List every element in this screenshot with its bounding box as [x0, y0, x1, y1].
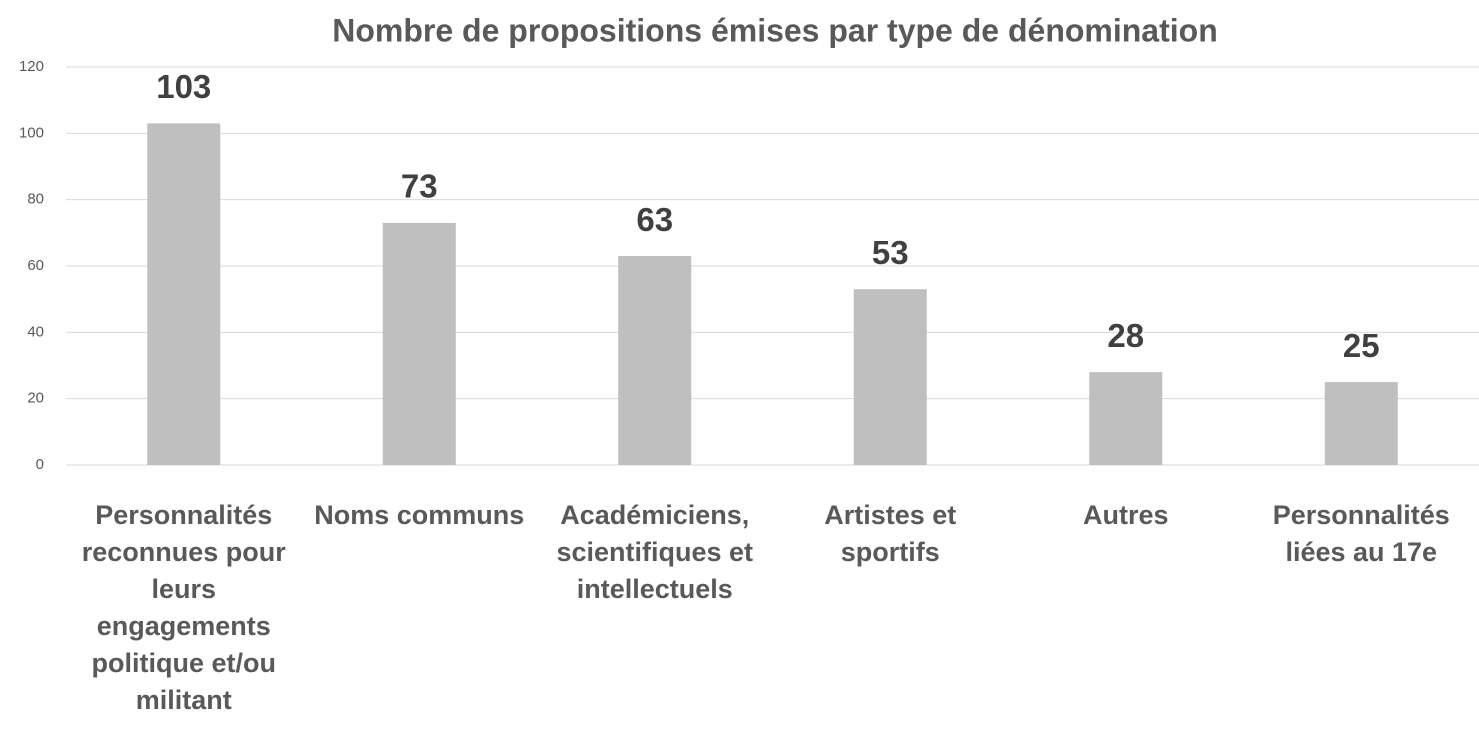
x-tick-label: Artistes et sportifs [824, 500, 957, 567]
bar [147, 123, 221, 465]
x-tick-label: Académiciens, scientifiques et intellect… [556, 500, 754, 604]
bar [382, 222, 456, 465]
y-tick-label: 100 [19, 124, 44, 141]
data-label: 73 [401, 168, 438, 205]
chart-title: Nombre de propositions émises par type d… [332, 12, 1217, 48]
y-tick-label: 20 [27, 390, 44, 407]
bar [853, 289, 927, 465]
x-tick-label: Autres [1082, 500, 1169, 530]
x-tick-label: Personnalités liées au 17e [1272, 500, 1450, 567]
y-tick-label: 0 [36, 456, 44, 473]
x-tick-label: Noms communs [314, 500, 525, 530]
y-tick-label: 60 [27, 257, 44, 274]
data-label: 63 [636, 201, 673, 238]
bar [1089, 372, 1163, 465]
data-label: 103 [156, 68, 211, 105]
y-tick-label: 80 [27, 191, 44, 208]
y-tick-label: 40 [27, 323, 44, 340]
data-label: 28 [1107, 317, 1144, 354]
bar [618, 256, 692, 465]
data-label: 25 [1343, 327, 1380, 364]
data-label: 53 [872, 234, 909, 271]
x-tick-label: Personnalités reconnues pour leurs engag… [81, 500, 286, 715]
bar [1324, 382, 1398, 465]
y-tick-label: 120 [19, 58, 44, 75]
